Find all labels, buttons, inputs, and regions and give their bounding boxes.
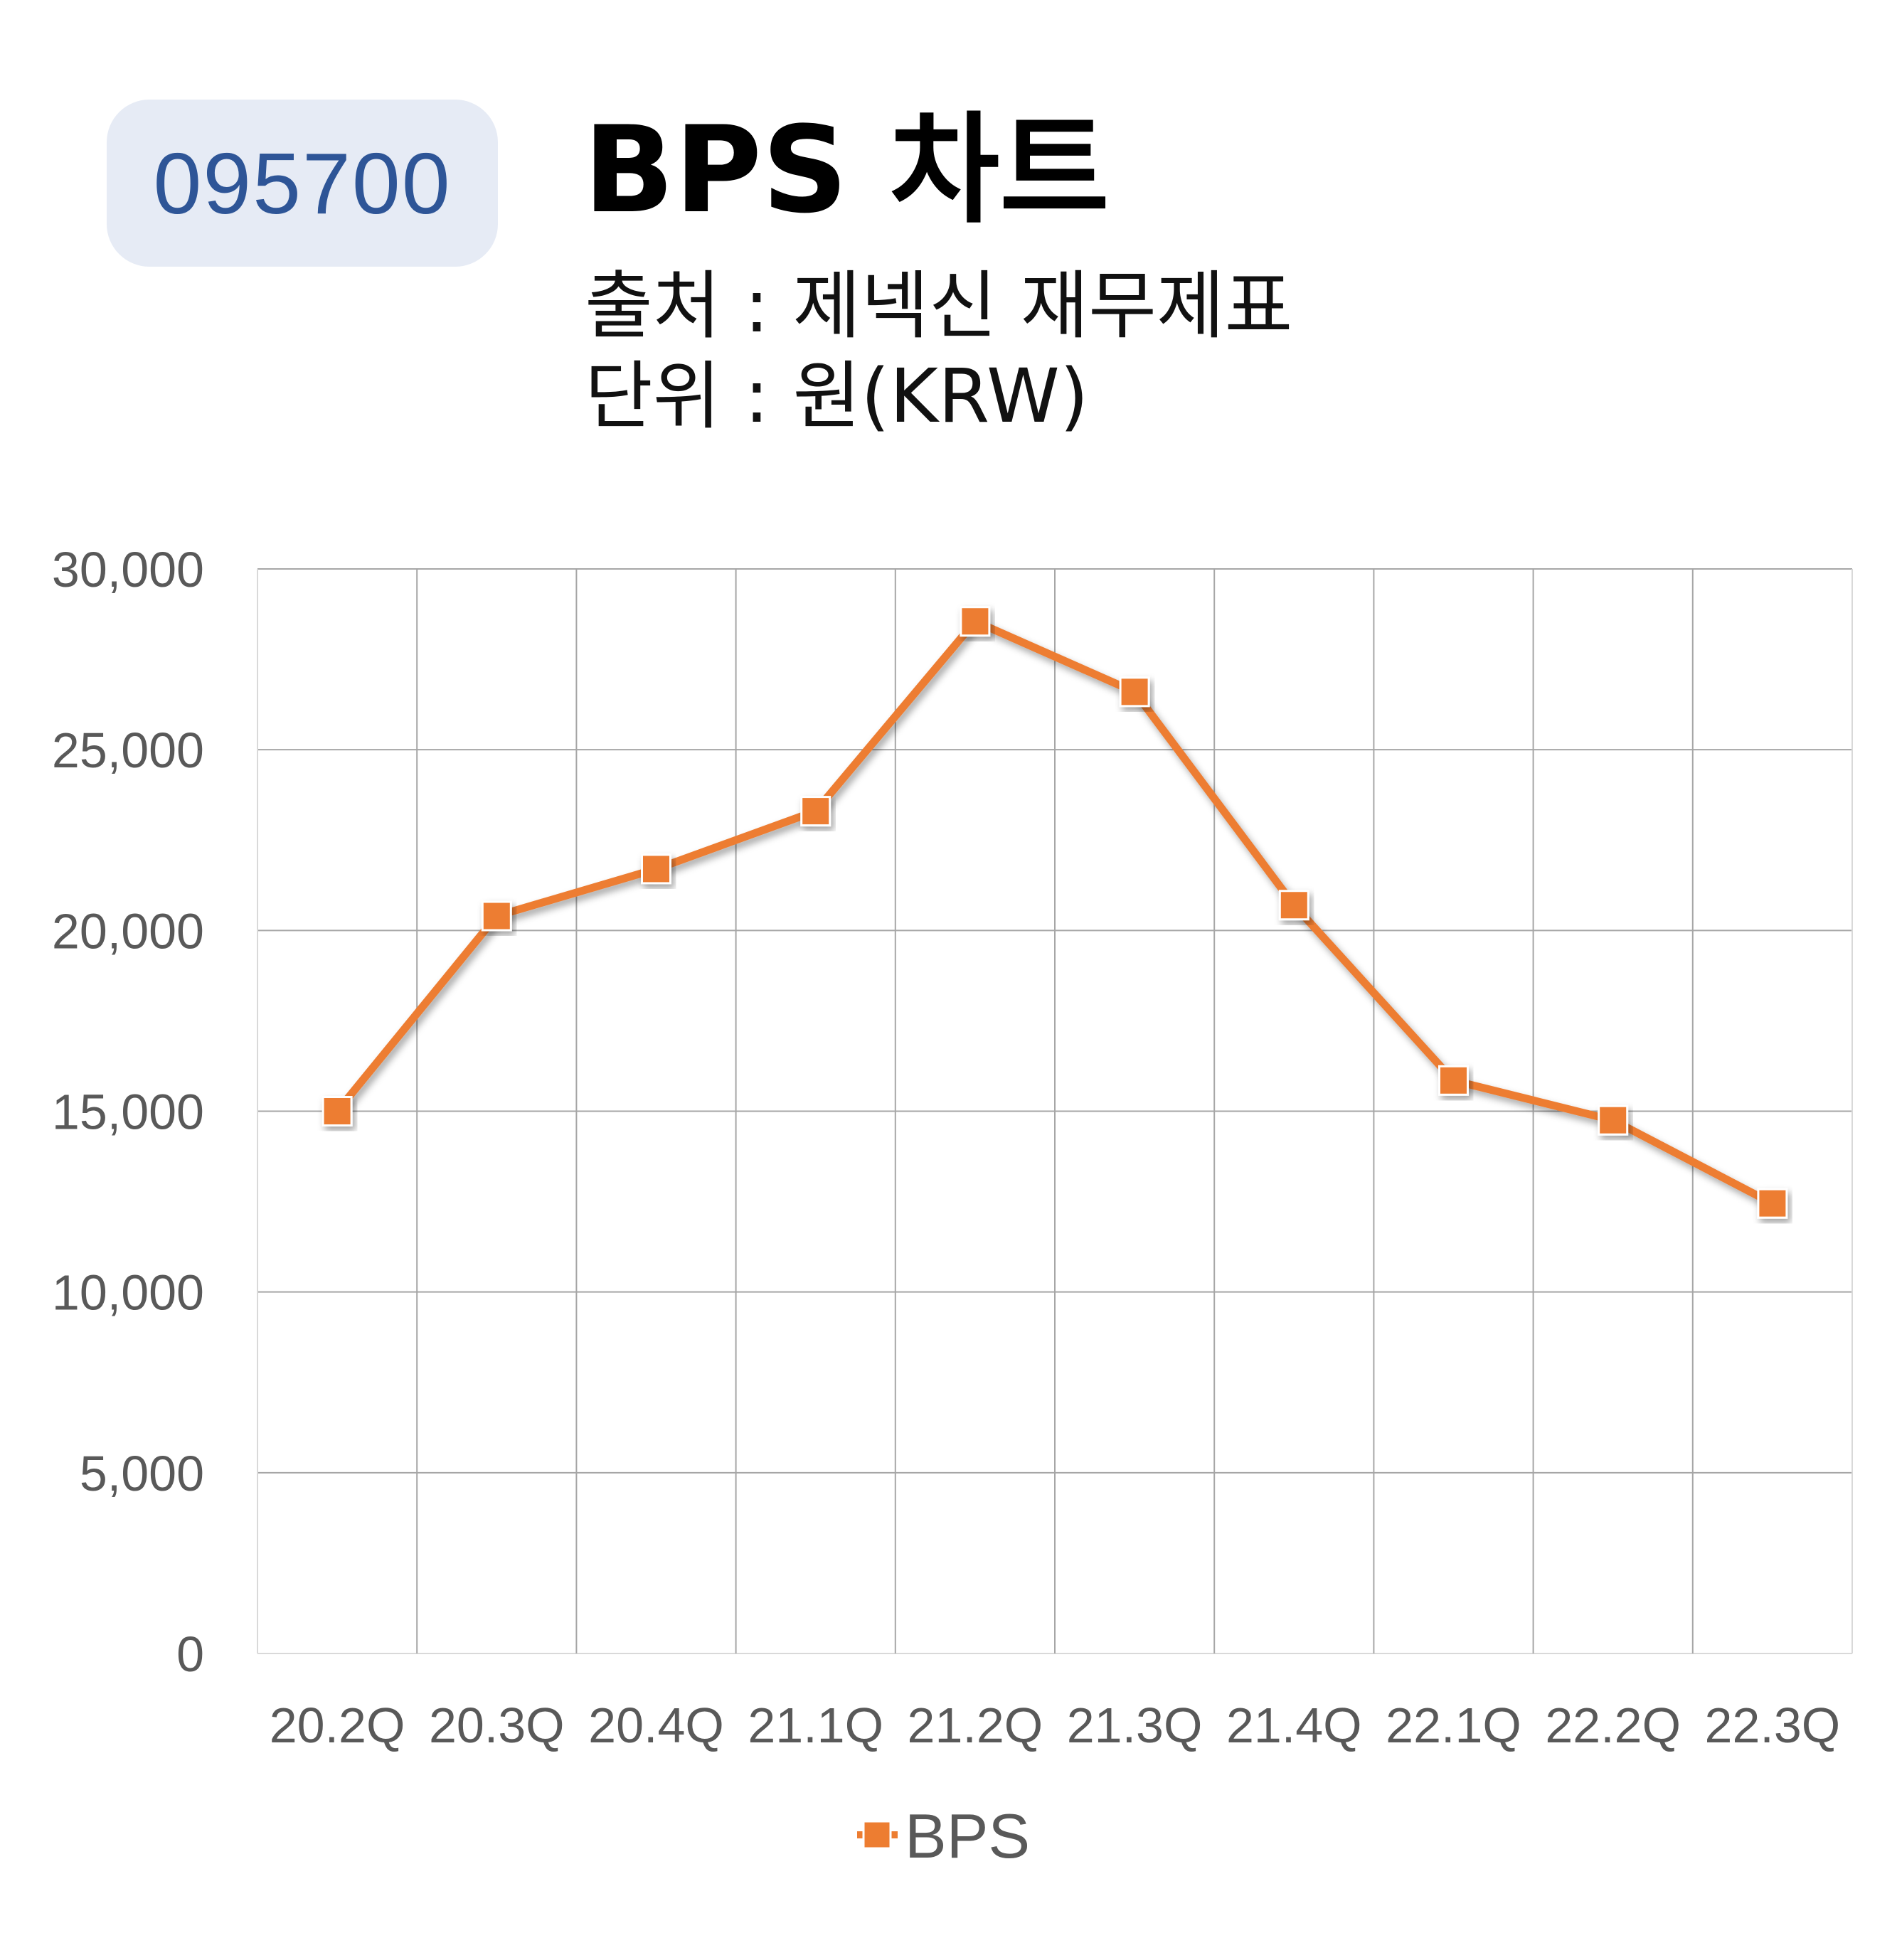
chart-legend: BPS [857, 1801, 1030, 1871]
y-tick-label: 25,000 [52, 723, 204, 778]
data-point [1757, 1188, 1788, 1219]
data-point [1119, 676, 1150, 708]
data-point [481, 900, 512, 932]
x-tick-label: 22.1Q [1386, 1698, 1521, 1753]
y-tick-label: 0 [176, 1626, 204, 1682]
bps-series [322, 606, 1788, 1219]
data-point [960, 606, 991, 637]
x-tick-label: 20.3Q [429, 1698, 565, 1753]
x-tick-label: 22.2Q [1545, 1698, 1681, 1753]
data-point [1278, 890, 1309, 921]
y-tick-label: 5,000 [80, 1446, 204, 1501]
data-point [800, 796, 831, 827]
y-tick-label: 15,000 [52, 1085, 204, 1140]
chart-title: BPS 차트 [583, 100, 1110, 240]
data-point [1598, 1104, 1629, 1136]
x-tick-label: 21.3Q [1067, 1698, 1203, 1753]
y-tick-label: 20,000 [52, 903, 204, 959]
y-tick-label: 30,000 [52, 542, 204, 597]
legend-marker [862, 1820, 892, 1850]
data-point [322, 1096, 353, 1127]
ticker-badge: 095700 [107, 100, 498, 267]
chart-grid [257, 568, 1853, 1654]
y-axis-ticks: 0 5,000 10,000 15,000 20,000 25,000 30,000 [52, 542, 204, 1682]
x-tick-label: 21.1Q [748, 1698, 883, 1753]
x-tick-label: 20.2Q [270, 1698, 405, 1753]
x-tick-label: 22.3Q [1705, 1698, 1841, 1753]
source-label: 출처 : 제넥신 재무제표 [585, 262, 1293, 349]
unit-label: 단위 : 원(KRW) [585, 353, 1089, 440]
y-tick-label: 10,000 [52, 1265, 204, 1321]
x-tick-label: 21.4Q [1226, 1698, 1362, 1753]
x-tick-label: 21.2Q [908, 1698, 1043, 1753]
series-line-bps [333, 617, 1777, 1208]
ticker-code: 095700 [153, 134, 452, 232]
legend-label-bps: BPS [905, 1801, 1030, 1871]
data-point [641, 853, 671, 885]
x-tick-label: 20.4Q [588, 1698, 724, 1753]
x-axis-ticks: 20.2Q 20.3Q 20.4Q 21.1Q 21.2Q 21.3Q 21.4Q 22.1Q… [270, 1698, 1841, 1753]
data-point [1438, 1065, 1469, 1096]
